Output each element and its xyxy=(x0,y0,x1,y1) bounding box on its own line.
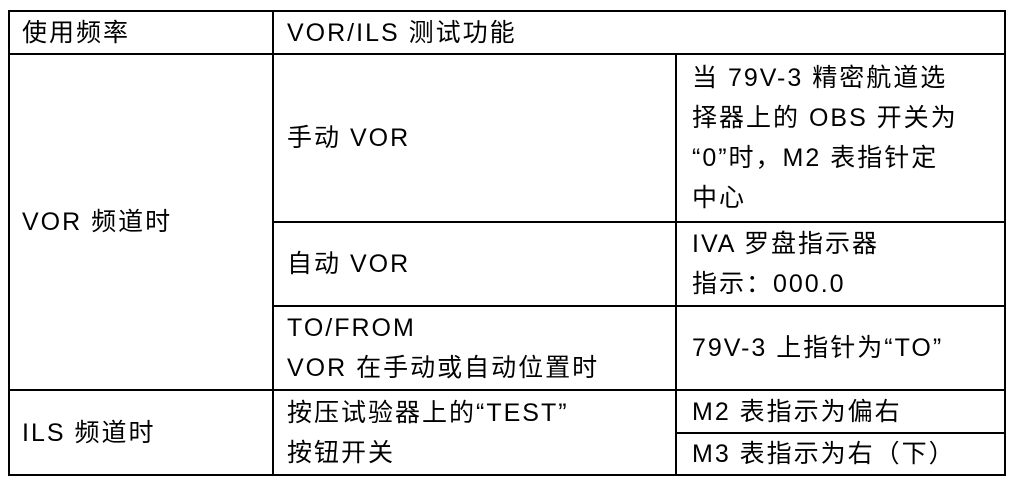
table-cell-manual-vor-result: 当 79V-3 精密航道选 择器上的 OBS 开关为 “0”时，M2 表指针定 … xyxy=(677,55,1004,221)
ils-channel-label: ILS 频道时 xyxy=(22,418,156,447)
table-cell-manual-vor-mode: 手动 VOR xyxy=(274,55,675,221)
manual-vor-result-text: 当 79V-3 精密航道选 择器上的 OBS 开关为 “0”时，M2 表指针定 … xyxy=(692,64,958,212)
table-cell-to-from-result: 79V-3 上指针为“TO” xyxy=(677,307,1004,389)
vor-ils-test-table: 使用频率 VOR/ILS 测试功能 VOR 频道时 手动 VOR 当 79V-3… xyxy=(8,10,1006,476)
m2-result-text: M2 表指示为偏右 xyxy=(692,397,902,426)
table-cell-usage-frequency-header: 使用频率 xyxy=(10,12,272,53)
table-cell-auto-vor-result: IVA 罗盘指示器 指示：000.0 xyxy=(677,223,1004,305)
vor-channel-label: VOR 频道时 xyxy=(22,208,173,236)
to-from-mode-label: TO/FROM VOR 在手动或自动位置时 xyxy=(287,314,600,382)
table-cell-test-function-header: VOR/ILS 测试功能 xyxy=(274,12,1004,53)
table-cell-ils-channel: ILS 频道时 xyxy=(10,391,272,474)
auto-vor-mode-label: 自动 VOR xyxy=(287,250,411,278)
table-cell-m2-result: M2 表指示为偏右 xyxy=(677,391,1004,432)
table-cell-m3-result: M3 表指示为右（下） xyxy=(677,434,1004,474)
table-cell-to-from-mode: TO/FROM VOR 在手动或自动位置时 xyxy=(274,307,675,389)
test-function-header-label: VOR/ILS 测试功能 xyxy=(287,18,517,47)
table-cell-vor-channel: VOR 频道时 xyxy=(10,55,272,389)
table-cell-test-button-action: 按压试验器上的“TEST” 按钮开关 xyxy=(274,391,675,474)
table-cell-auto-vor-mode: 自动 VOR xyxy=(274,223,675,305)
usage-frequency-header-label: 使用频率 xyxy=(22,18,131,47)
m3-result-text: M3 表指示为右（下） xyxy=(692,440,956,468)
manual-vor-mode-label: 手动 VOR xyxy=(287,124,411,152)
test-button-action-text: 按压试验器上的“TEST” 按钮开关 xyxy=(287,398,569,467)
to-from-result-text: 79V-3 上指针为“TO” xyxy=(692,334,944,362)
auto-vor-result-text: IVA 罗盘指示器 指示：000.0 xyxy=(692,230,880,298)
